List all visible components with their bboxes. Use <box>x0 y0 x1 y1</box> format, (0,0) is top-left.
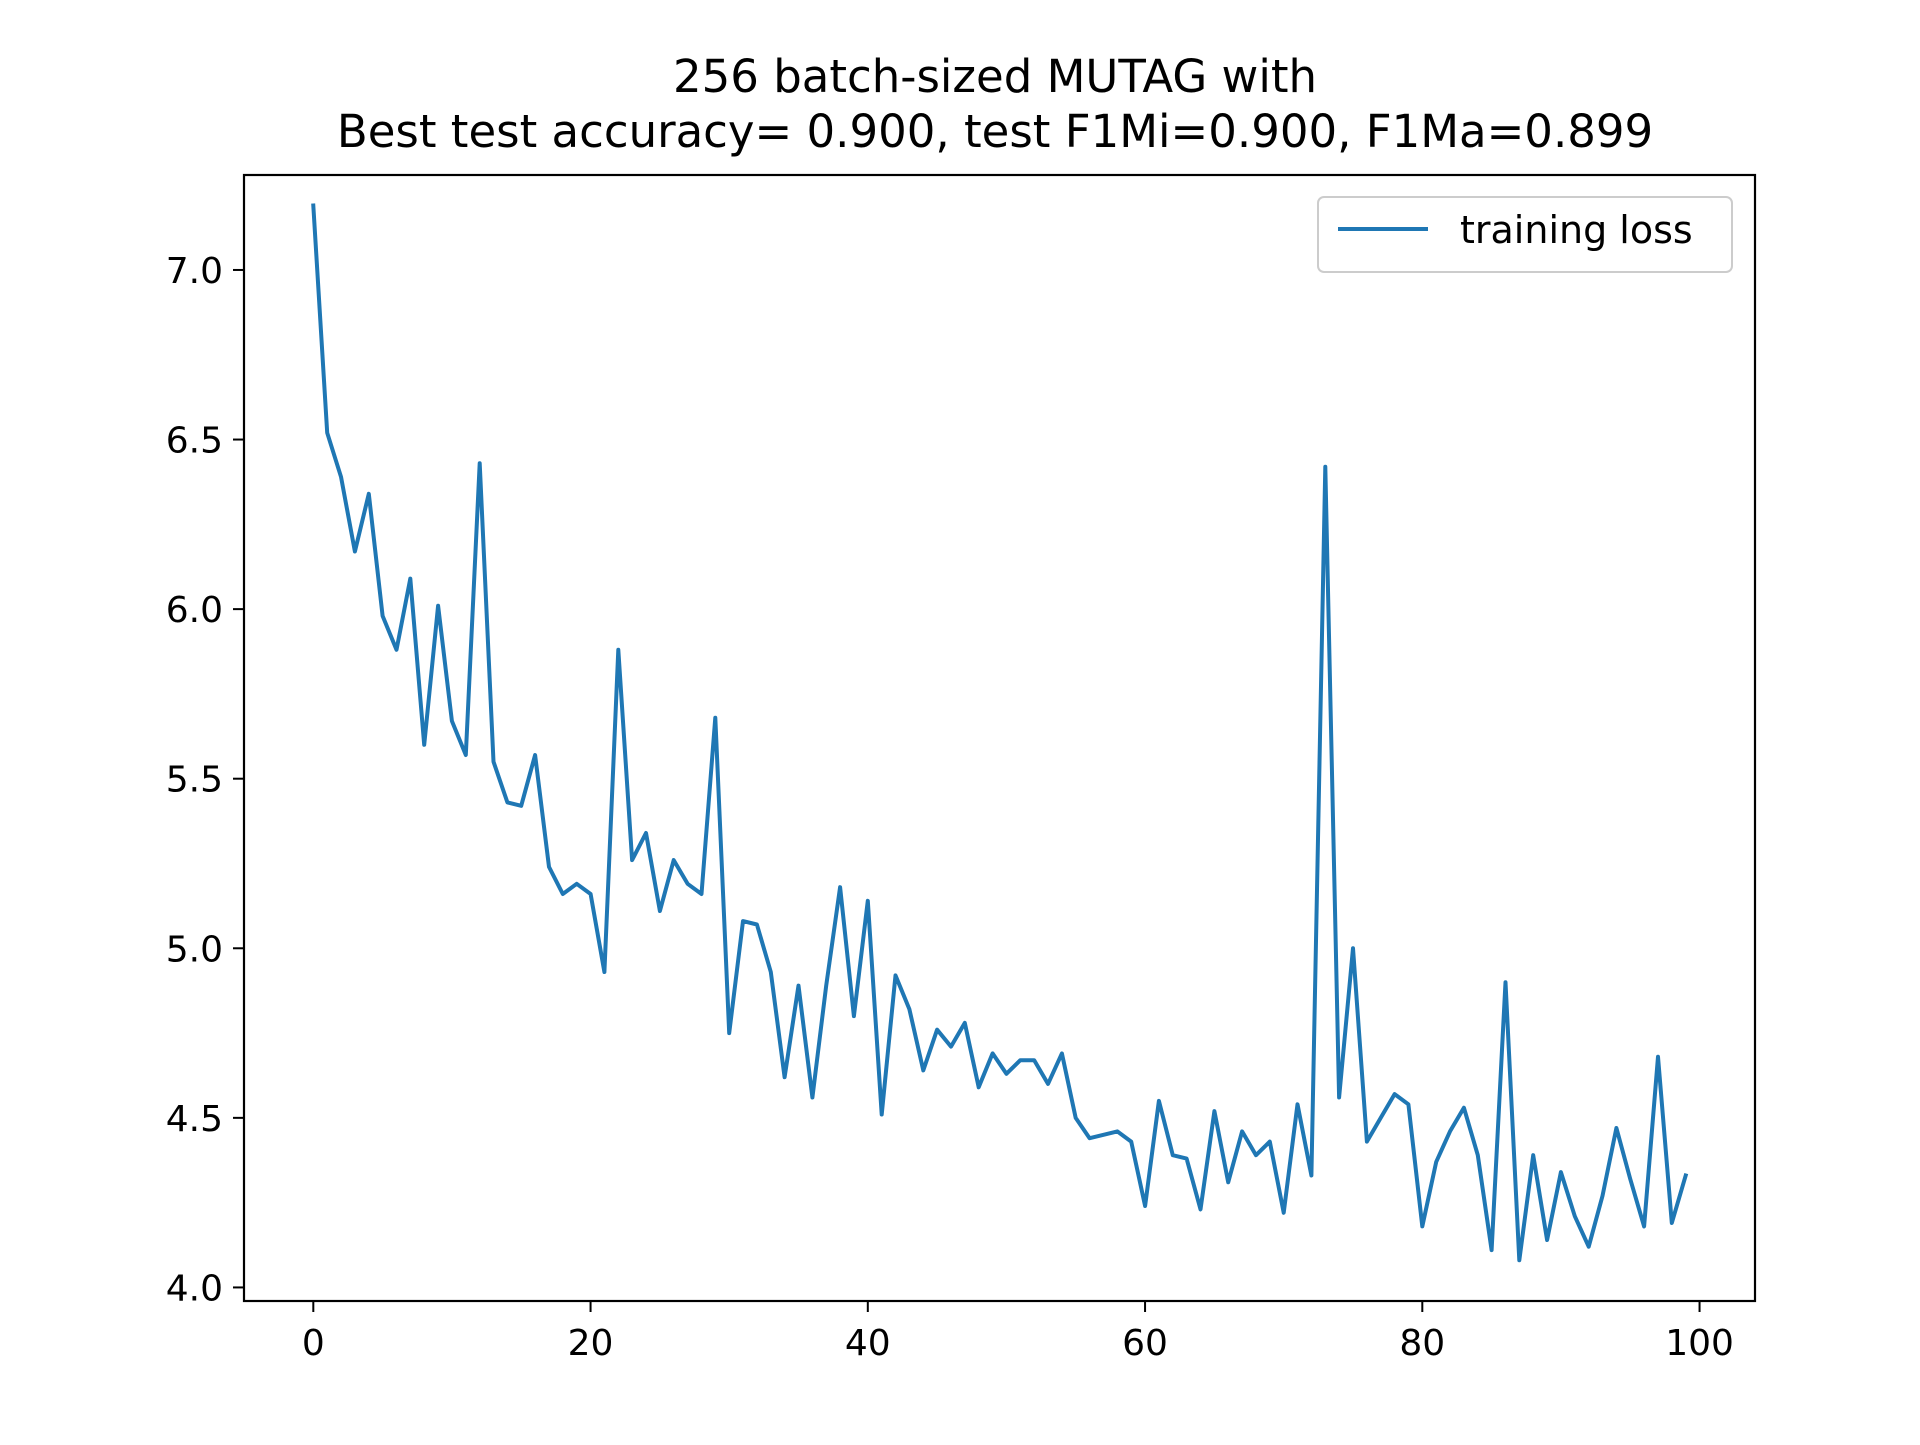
x-tick-label: 0 <box>302 1323 325 1364</box>
x-tick-label: 40 <box>845 1323 891 1364</box>
x-tick-label: 100 <box>1665 1323 1734 1364</box>
legend-box <box>1317 196 1733 273</box>
y-tick-label: 6.5 <box>166 421 223 462</box>
plot-frame <box>242 173 1757 1303</box>
legend-label: training loss <box>1460 208 1693 252</box>
series-line <box>311 203 1689 1263</box>
chart-title-line-1: 256 batch-sized MUTAG with <box>673 50 1317 103</box>
x-tick-label: 60 <box>1122 1323 1168 1364</box>
x-tick-label: 20 <box>568 1323 614 1364</box>
chart-title-line-2: Best test accuracy= 0.900, test F1Mi=0.9… <box>337 105 1653 158</box>
y-tick-label: 7.0 <box>166 251 223 292</box>
y-tick-label: 5.0 <box>166 929 223 970</box>
axis-ticks: 0 20 40 60 80 100 4.0 4.5 5.0 5.5 6.0 6.5 7.0 <box>166 251 1734 1364</box>
y-tick-label: 5.5 <box>166 760 223 801</box>
y-tick-label: 4.5 <box>166 1099 223 1140</box>
legend: training loss <box>1317 196 1733 273</box>
series-layer <box>311 203 1689 1263</box>
y-tick-label: 6.0 <box>166 590 223 631</box>
x-tick-label: 80 <box>1399 1323 1445 1364</box>
y-tick-label: 4.0 <box>166 1268 223 1309</box>
